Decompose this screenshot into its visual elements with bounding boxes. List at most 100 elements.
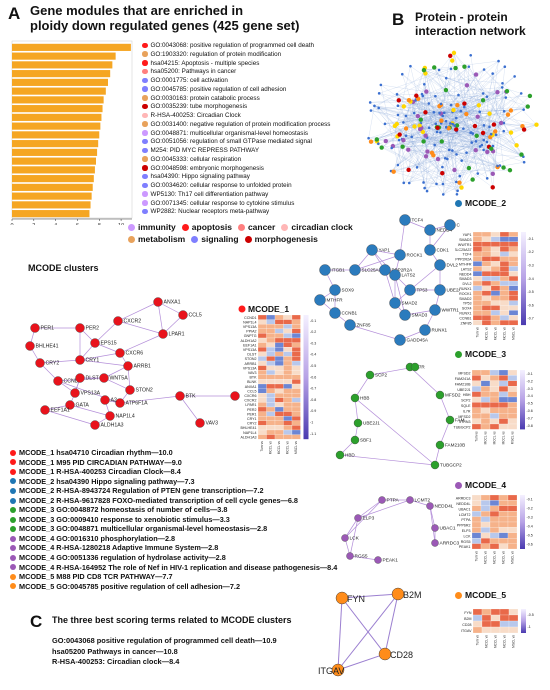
network-edge xyxy=(357,499,383,519)
colorbar-tick-label: -0.2 xyxy=(527,379,533,383)
heatmap-cell xyxy=(274,324,284,329)
ppi-edge xyxy=(431,121,447,153)
network-node xyxy=(350,435,360,445)
heatmap-cell xyxy=(490,290,501,296)
ppi-node xyxy=(455,153,458,156)
heatmap-col-label: MCCL vs xyxy=(484,551,488,564)
heatmap-cell xyxy=(266,351,276,357)
heatmap-cell xyxy=(291,379,301,385)
network-node xyxy=(391,587,405,601)
ppi-node xyxy=(446,126,451,131)
ppi-edge xyxy=(370,110,522,156)
mcode-term: MCODE_1 M95 PID CIRCADIAN PATHWAY—9.0 xyxy=(10,458,337,468)
heatmap-cell xyxy=(507,375,518,381)
heatmap-cell xyxy=(481,305,492,311)
heatmap-cell xyxy=(266,347,276,352)
go-term: GO:0001775: cell activation xyxy=(142,77,330,86)
network-node xyxy=(394,334,406,346)
heatmap-cell xyxy=(499,241,510,247)
ppi-edge xyxy=(397,100,484,137)
ppi-edge xyxy=(416,128,464,168)
network-node xyxy=(410,362,420,372)
ppi-node xyxy=(427,126,431,129)
ppi-node xyxy=(444,119,448,123)
colorbar-tick-label: -0.5 xyxy=(527,402,533,406)
network-edge xyxy=(349,517,359,557)
network-node xyxy=(65,400,75,410)
heatmap-cell xyxy=(471,511,482,517)
ppi-node xyxy=(467,65,471,68)
heatmap-row-label: SMAD3 xyxy=(459,238,471,242)
network-node-label: VAV3 xyxy=(206,421,219,427)
legend-label: circadian clock xyxy=(291,222,353,232)
ppi-edge xyxy=(434,67,471,133)
heatmap-cell xyxy=(480,494,491,501)
mcode-clusters-label: MCODE clusters xyxy=(28,263,99,273)
heatmap-cell xyxy=(257,379,267,385)
ppi-node xyxy=(418,117,423,122)
heatmap-title-mcode-2: MCODE_2 xyxy=(455,198,506,208)
network-node xyxy=(378,647,392,661)
heatmap-mcode-3: MFSD2FAM241AFAM210BUBE2J1HBHSCP2SQLEIL7R… xyxy=(454,369,533,444)
heatmap-cell xyxy=(257,429,267,435)
ppi-node xyxy=(534,122,539,127)
heatmap-cell xyxy=(257,402,267,408)
network-node xyxy=(353,418,363,428)
heatmap-cell xyxy=(471,380,482,387)
heatmap-row-label: CXCR6 xyxy=(244,394,256,398)
heatmap-mcode-1: MCODE_1CCND1NAP1L4VPS13APPIA2GNPTGALDH1A… xyxy=(238,304,316,454)
heatmap-cell xyxy=(291,411,301,417)
network-node-label: CD28 xyxy=(390,650,413,660)
heatmap-cell xyxy=(481,285,492,291)
network-edge xyxy=(384,593,399,655)
heatmap-cell xyxy=(480,375,491,381)
heatmap-cell xyxy=(498,538,509,544)
heatmap-cell xyxy=(498,516,509,523)
heatmap-cell xyxy=(472,300,483,306)
network-node-label: CCNB1 xyxy=(342,311,358,316)
heatmap-cell xyxy=(291,420,301,426)
ppi-node xyxy=(501,165,506,170)
ppi-edge xyxy=(378,107,484,134)
ppi-node xyxy=(391,169,396,174)
ppi-edge xyxy=(402,74,442,105)
network-node-label: ZNF85 xyxy=(357,323,371,328)
ppi-node xyxy=(521,127,527,132)
legend-dot xyxy=(128,223,135,231)
heatmap-cell xyxy=(274,351,284,357)
network-node-label: LATS2 xyxy=(402,273,416,278)
network-edge xyxy=(79,352,121,361)
heatmap-row-label: CRY1 xyxy=(247,417,257,421)
network-node xyxy=(431,539,439,547)
heatmap-cell xyxy=(481,620,492,628)
heatmap-cell xyxy=(507,532,518,539)
heatmap-cell xyxy=(499,305,510,311)
colorbar-tick-label: -0.1 xyxy=(310,319,316,323)
ppi-node xyxy=(478,110,481,114)
ppi-node xyxy=(475,114,480,119)
heatmap-cell xyxy=(490,614,501,622)
network-node-label: EEF1A1 xyxy=(51,408,70,414)
network-node-label: PTPA xyxy=(387,498,400,504)
ppi-edge xyxy=(463,114,467,129)
go-term: GO:0045785: positive regulation of cell … xyxy=(142,86,330,95)
legend-item: morphogenesis xyxy=(244,234,318,244)
bar xyxy=(12,61,113,69)
network-node-label: LPAR1 xyxy=(169,332,185,338)
ppi-node xyxy=(407,181,411,185)
colorbar-tick-label: -0.1 xyxy=(527,372,533,376)
ppi-edge xyxy=(420,123,455,126)
bar xyxy=(12,210,90,218)
heatmap-cell xyxy=(471,500,482,506)
heatmap-cell xyxy=(508,231,519,238)
mcode-dot xyxy=(10,573,16,580)
heatmap-cell xyxy=(508,315,519,321)
ppi-node xyxy=(421,139,426,144)
ppi-edge xyxy=(443,146,490,195)
go-term-label: GO:0043068: positive regulation of progr… xyxy=(150,42,314,49)
ppi-node xyxy=(500,86,504,89)
heatmap-cell xyxy=(499,320,510,326)
ppi-edge xyxy=(384,106,465,125)
ppi-node xyxy=(485,140,489,144)
ppi-edge xyxy=(427,76,515,152)
